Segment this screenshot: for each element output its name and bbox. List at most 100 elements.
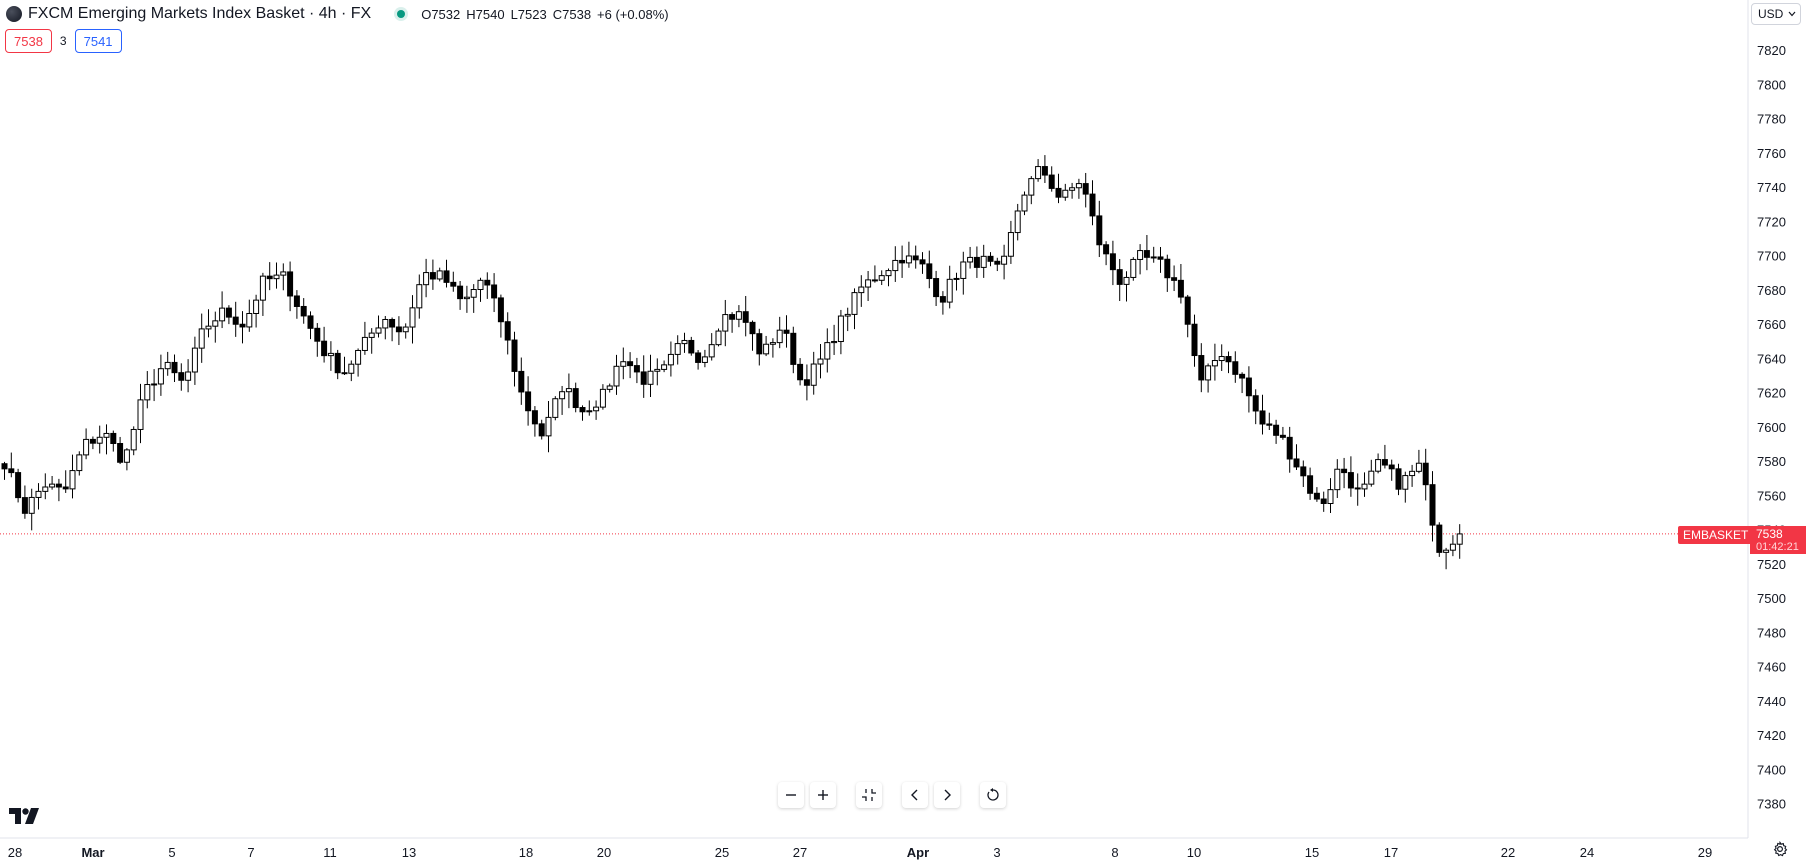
candle: [321, 326, 328, 363]
last-price-value: 7538: [1756, 527, 1783, 541]
candle: [865, 270, 872, 302]
candle: [1143, 235, 1150, 271]
scroll-right-button[interactable]: [934, 782, 960, 808]
bar-countdown: 01:42:21: [1756, 541, 1799, 553]
candle: [55, 478, 62, 502]
price-tick-label: 7640: [1757, 351, 1786, 366]
buy-button[interactable]: 7541: [74, 29, 122, 53]
candle: [511, 331, 518, 387]
candle: [769, 338, 776, 358]
reset-chart-button[interactable]: [980, 782, 1006, 808]
gear-icon[interactable]: [1772, 841, 1788, 857]
time-tick-label: 10: [1187, 845, 1201, 860]
candle: [429, 259, 436, 290]
candle: [1279, 426, 1286, 440]
candle: [586, 400, 593, 416]
candle: [259, 272, 266, 316]
candle: [1205, 363, 1212, 393]
candle: [96, 425, 103, 454]
candle: [1171, 265, 1178, 292]
price-tick-label: 7700: [1757, 249, 1786, 264]
price-tick-label: 7520: [1757, 557, 1786, 572]
candle: [402, 323, 409, 339]
time-tick-label: 8: [1111, 845, 1118, 860]
time-tick-label: 24: [1580, 845, 1594, 860]
time-tick-label: 20: [597, 845, 611, 860]
last-price-label: 7538 01:42:21: [1750, 526, 1806, 554]
time-tick-label: Mar: [81, 845, 104, 860]
candle: [157, 354, 164, 396]
last-price-symbol-label: EMBASKET: [1678, 526, 1754, 544]
candle: [1239, 372, 1246, 394]
candle: [1273, 419, 1280, 444]
candle: [742, 295, 749, 337]
price-axis[interactable]: 7380740074207440746074807500752075407560…: [1757, 43, 1786, 812]
scroll-left-button[interactable]: [902, 782, 928, 808]
price-tick-label: 7660: [1757, 317, 1786, 332]
trade-buttons: 7538 3 7541: [5, 29, 122, 53]
candle: [899, 245, 906, 278]
candle: [1368, 459, 1375, 487]
candle: [729, 312, 736, 333]
candle: [565, 373, 572, 409]
candle: [1395, 463, 1402, 496]
reset-zoom-button[interactable]: [856, 782, 882, 808]
candle: [1021, 191, 1028, 216]
candle: [960, 251, 967, 295]
candle: [1456, 524, 1463, 559]
price-tick-label: 7500: [1757, 591, 1786, 606]
candle: [1300, 460, 1307, 487]
symbol-logo-icon: [6, 6, 22, 22]
candle: [1082, 172, 1089, 208]
sell-button[interactable]: 7538: [5, 29, 52, 53]
zoom-out-button[interactable]: [778, 782, 804, 808]
candle: [1055, 173, 1062, 204]
candle: [151, 369, 158, 402]
candle: [1354, 473, 1361, 506]
candle: [232, 301, 239, 337]
market-open-dot-icon: [397, 10, 406, 18]
candle: [790, 326, 797, 374]
candle: [89, 436, 96, 450]
collapse-icon: [862, 789, 876, 801]
tradingview-logo-icon[interactable]: [9, 808, 39, 824]
candle: [1041, 155, 1048, 184]
candle: [355, 348, 362, 377]
candle: [287, 261, 294, 312]
candle: [1130, 257, 1137, 281]
symbol-title[interactable]: FXCM Emerging Markets Index Basket · 4h …: [28, 5, 372, 22]
candle: [212, 311, 219, 343]
candle: [858, 275, 865, 307]
candle: [1069, 182, 1076, 199]
candle: [1429, 471, 1436, 542]
candle: [423, 258, 430, 298]
candle: [375, 315, 382, 338]
candle: [599, 384, 606, 410]
price-tick-label: 7480: [1757, 625, 1786, 640]
price-tick-label: 7800: [1757, 77, 1786, 92]
candle: [817, 343, 824, 379]
candle: [1164, 254, 1171, 292]
candle: [1075, 178, 1082, 199]
candle: [1313, 487, 1320, 502]
candle: [878, 270, 885, 286]
candle: [1191, 314, 1198, 367]
zoom-in-button[interactable]: [810, 782, 836, 808]
candle: [701, 349, 708, 368]
candle: [293, 290, 300, 319]
candle: [967, 246, 974, 269]
candle: [368, 328, 375, 354]
candle: [171, 354, 178, 383]
candle: [606, 383, 613, 393]
time-axis[interactable]: 28 Mar 5 7 11 13 18 20 25 27 Apr 3 8 10 15 17 22 24 29: [8, 845, 1712, 860]
currency-select[interactable]: USD: [1751, 3, 1801, 25]
candle: [334, 349, 341, 380]
time-tick-label: 3: [993, 845, 1000, 860]
candle: [1089, 180, 1096, 226]
ohlc-values: O7532 H7540 L7523 C7538 +6 (+0.08%): [421, 7, 668, 22]
candle: [76, 451, 83, 476]
time-tick-label: 13: [402, 845, 416, 860]
time-tick-label: 25: [715, 845, 729, 860]
candle: [1225, 351, 1232, 374]
